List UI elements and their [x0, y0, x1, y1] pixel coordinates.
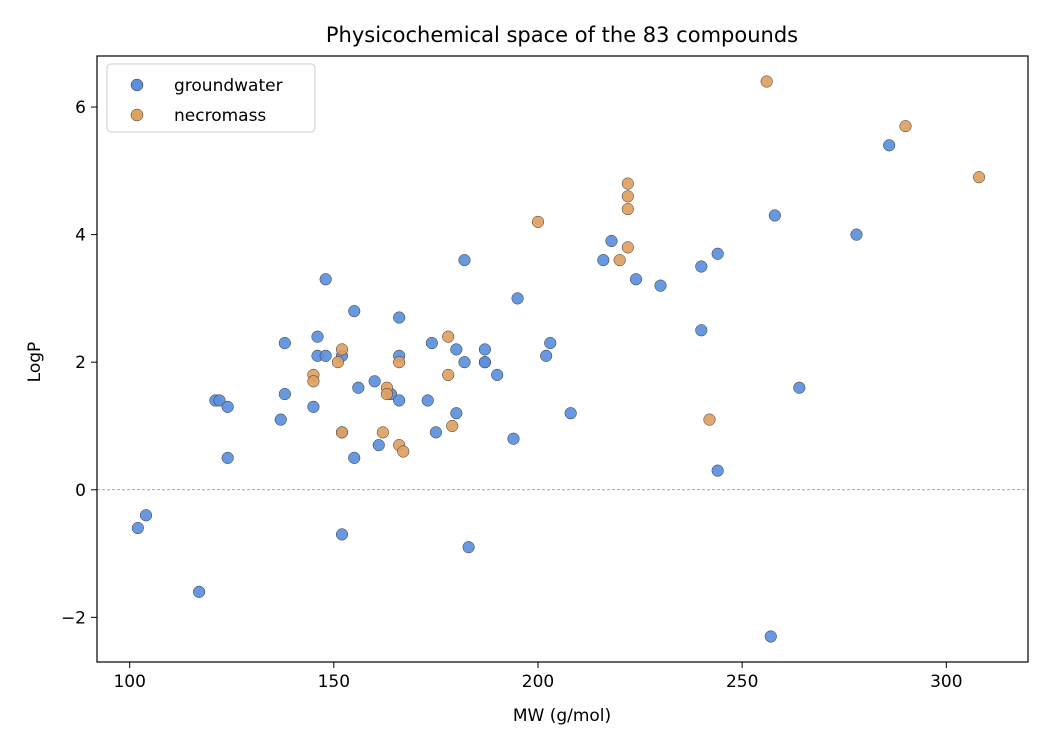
- data-point-groundwater: [393, 311, 406, 324]
- legend-label-groundwater: groundwater: [174, 76, 283, 96]
- plot-frame: [96, 55, 1029, 663]
- data-point-groundwater: [213, 394, 226, 407]
- data-point-groundwater: [478, 343, 491, 356]
- data-point-groundwater: [450, 343, 463, 356]
- data-point-necromass: [531, 215, 545, 228]
- data-point-groundwater: [421, 394, 434, 407]
- data-point-groundwater: [319, 349, 332, 362]
- data-point-groundwater: [695, 324, 708, 337]
- data-point-groundwater: [352, 381, 365, 394]
- data-point-groundwater: [605, 234, 618, 248]
- data-point-groundwater: [348, 305, 361, 318]
- data-point-groundwater: [131, 521, 144, 535]
- data-point-necromass: [442, 368, 455, 381]
- data-point-groundwater: [221, 451, 234, 464]
- data-point-groundwater: [274, 413, 287, 426]
- data-point-groundwater: [850, 228, 863, 241]
- x-tick-label: 300: [930, 672, 962, 692]
- data-point-groundwater: [425, 337, 438, 350]
- data-point-necromass: [621, 203, 634, 216]
- data-point-necromass: [446, 419, 459, 433]
- data-point-groundwater: [368, 375, 381, 388]
- data-point-necromass: [703, 413, 716, 426]
- y-tick-label: 2: [75, 353, 86, 373]
- data-point-groundwater: [307, 400, 320, 413]
- data-point-groundwater: [629, 273, 643, 286]
- chart-title: Physicochemical space of the 83 compound…: [326, 23, 798, 47]
- data-point-groundwater: [564, 407, 577, 420]
- x-tick-label: 100: [113, 672, 145, 692]
- data-point-groundwater: [193, 585, 206, 598]
- data-point-groundwater: [883, 139, 896, 152]
- data-point-groundwater: [393, 394, 406, 407]
- data-point-groundwater: [139, 509, 153, 522]
- series-necromass: [307, 75, 986, 458]
- data-point-necromass: [621, 177, 634, 190]
- data-point-necromass: [380, 388, 393, 401]
- data-point-necromass: [621, 241, 634, 254]
- data-point-groundwater: [348, 451, 361, 464]
- data-point-groundwater: [462, 541, 475, 554]
- data-point-groundwater: [768, 209, 781, 222]
- data-point-groundwater: [311, 330, 324, 343]
- data-point-necromass: [613, 254, 626, 267]
- data-point-necromass: [760, 75, 773, 88]
- y-tick-label: 6: [75, 98, 86, 118]
- data-point-groundwater: [458, 254, 471, 267]
- x-tick-label: 200: [522, 672, 554, 692]
- data-point-necromass: [972, 171, 986, 184]
- data-point-necromass: [621, 190, 634, 203]
- data-point-groundwater: [695, 260, 708, 273]
- series-groundwater: [131, 139, 896, 643]
- data-point-groundwater: [511, 292, 524, 305]
- y-tick-label: 4: [75, 226, 86, 246]
- data-point-groundwater: [764, 630, 777, 643]
- x-tick-label: 150: [318, 672, 350, 692]
- data-point-necromass: [442, 330, 455, 343]
- data-point-groundwater: [540, 349, 553, 362]
- data-point-groundwater: [507, 432, 520, 445]
- data-point-groundwater: [429, 426, 442, 439]
- data-point-necromass: [393, 356, 406, 369]
- data-point-necromass: [307, 375, 320, 388]
- data-point-necromass: [899, 120, 912, 133]
- y-tick-label: −2: [61, 608, 86, 628]
- data-point-groundwater: [221, 400, 234, 413]
- data-point-groundwater: [597, 254, 610, 267]
- data-point-groundwater: [711, 464, 724, 477]
- data-point-necromass: [397, 445, 410, 458]
- data-point-groundwater: [372, 439, 385, 452]
- data-point-groundwater: [491, 368, 504, 381]
- y-tick-label: 0: [75, 481, 86, 501]
- x-axis-label: MW (g/mol): [513, 706, 611, 726]
- plot-area: 100 150 200 250 300 −2 0 2 4 6 groundwater necromas…: [61, 55, 1029, 692]
- legend: groundwater necromass: [106, 63, 316, 133]
- data-point-groundwater: [654, 279, 667, 292]
- data-point-groundwater: [335, 528, 349, 541]
- data-point-groundwater: [478, 356, 491, 369]
- data-point-groundwater: [278, 337, 291, 350]
- legend-marker-groundwater: [130, 78, 144, 92]
- data-point-groundwater: [278, 388, 291, 401]
- data-point-groundwater: [319, 273, 332, 286]
- data-point-groundwater: [544, 337, 557, 350]
- data-point-necromass: [335, 426, 349, 439]
- legend-box: [106, 63, 316, 133]
- data-point-necromass: [376, 426, 389, 439]
- data-point-groundwater: [711, 247, 724, 260]
- data-point-groundwater: [450, 407, 463, 420]
- y-axis-label: LogP: [25, 342, 45, 383]
- data-point-necromass: [335, 343, 349, 356]
- data-point-necromass: [331, 356, 344, 369]
- data-point-groundwater: [793, 381, 806, 394]
- legend-label-necromass: necromass: [174, 106, 266, 126]
- x-tick-label: 250: [726, 672, 758, 692]
- legend-marker-necromass: [130, 108, 144, 122]
- data-point-groundwater: [458, 356, 471, 369]
